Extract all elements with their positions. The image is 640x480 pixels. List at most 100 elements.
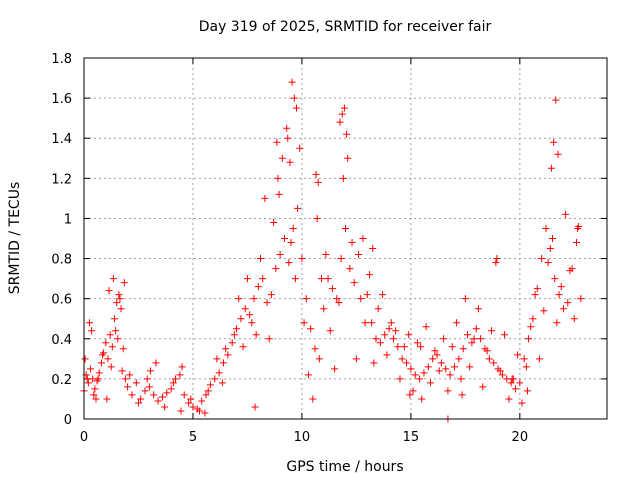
data-point	[407, 365, 415, 373]
data-point	[178, 363, 186, 371]
data-point	[446, 371, 454, 379]
data-point	[272, 265, 280, 273]
data-point	[477, 335, 485, 343]
data-point	[511, 385, 519, 393]
data-point	[91, 385, 99, 393]
y-tick-label: 1.2	[51, 172, 72, 187]
data-point	[426, 379, 434, 387]
data-point	[252, 331, 260, 339]
data-point	[485, 355, 493, 363]
data-point	[134, 399, 142, 407]
data-point	[577, 295, 585, 303]
data-point	[112, 327, 120, 335]
data-point	[551, 275, 559, 283]
data-point	[411, 371, 419, 379]
data-point	[322, 251, 330, 259]
data-point	[337, 255, 345, 263]
data-point	[294, 204, 302, 212]
data-point	[237, 315, 245, 323]
data-point	[527, 323, 535, 331]
data-point	[213, 355, 221, 363]
data-point	[572, 239, 580, 247]
data-point	[420, 369, 428, 377]
data-point	[117, 305, 125, 313]
data-point	[344, 154, 352, 162]
data-point	[218, 379, 226, 387]
data-point	[114, 335, 122, 343]
data-point	[546, 245, 554, 253]
data-point	[108, 343, 116, 351]
data-point	[246, 311, 254, 319]
data-point	[328, 285, 336, 293]
data-point	[118, 367, 126, 375]
data-point	[187, 395, 195, 403]
data-point	[312, 170, 320, 178]
data-point	[342, 224, 349, 232]
data-point	[324, 275, 332, 283]
data-point	[158, 393, 166, 401]
data-point	[239, 343, 247, 351]
data-point	[304, 371, 312, 379]
data-point	[394, 343, 402, 351]
data-point	[474, 305, 482, 313]
data-point	[141, 387, 149, 395]
data-point	[314, 178, 322, 186]
y-tick-label: 1.6	[51, 92, 72, 107]
data-point	[105, 287, 113, 295]
axis-ticks: 0 0.2 0.4 0.6 0.8 1 1.2 1.4 1.6 1.8 0 5 10 15 20	[51, 52, 607, 445]
data-point	[265, 335, 273, 343]
data-point	[296, 144, 304, 152]
data-point	[413, 339, 421, 347]
plot-frame	[83, 57, 608, 420]
data-point	[385, 325, 393, 333]
data-point	[559, 305, 567, 313]
data-point	[119, 345, 127, 353]
x-axis-label: GPS time / hours	[286, 459, 403, 475]
data-point	[562, 210, 570, 218]
data-point	[222, 345, 230, 353]
data-point	[409, 387, 417, 395]
data-point	[418, 395, 426, 403]
data-point	[313, 214, 321, 222]
data-point	[417, 343, 425, 351]
data-point	[283, 124, 291, 132]
data-point	[278, 154, 286, 162]
data-point	[574, 224, 582, 232]
data-point	[433, 351, 441, 359]
data-point	[533, 285, 541, 293]
data-point	[566, 267, 574, 275]
data-point	[355, 251, 363, 259]
data-point	[195, 407, 203, 415]
data-point	[538, 255, 546, 263]
data-point	[350, 279, 358, 287]
data-point	[285, 259, 293, 267]
data-point	[505, 395, 513, 403]
data-point	[468, 339, 476, 347]
data-point	[444, 387, 452, 395]
data-point	[442, 365, 450, 373]
data-point	[83, 375, 91, 383]
data-point	[424, 363, 432, 371]
data-point	[361, 319, 369, 327]
data-point	[555, 291, 563, 299]
data-point	[379, 291, 387, 299]
data-point	[169, 379, 177, 387]
data-point	[369, 245, 377, 253]
data-point	[251, 403, 259, 411]
data-point	[516, 379, 524, 387]
data-point	[525, 335, 533, 343]
data-point	[352, 355, 360, 363]
y-tick-label: 0.8	[51, 253, 72, 268]
data-point	[92, 395, 100, 403]
data-point	[493, 255, 501, 263]
data-point	[520, 355, 528, 363]
data-point	[507, 379, 515, 387]
data-point	[340, 104, 348, 112]
data-point	[224, 351, 232, 359]
data-point	[254, 283, 262, 291]
data-point	[522, 363, 530, 371]
data-point	[398, 355, 406, 363]
data-point	[104, 355, 112, 363]
data-point	[120, 279, 128, 287]
data-point	[106, 331, 114, 339]
